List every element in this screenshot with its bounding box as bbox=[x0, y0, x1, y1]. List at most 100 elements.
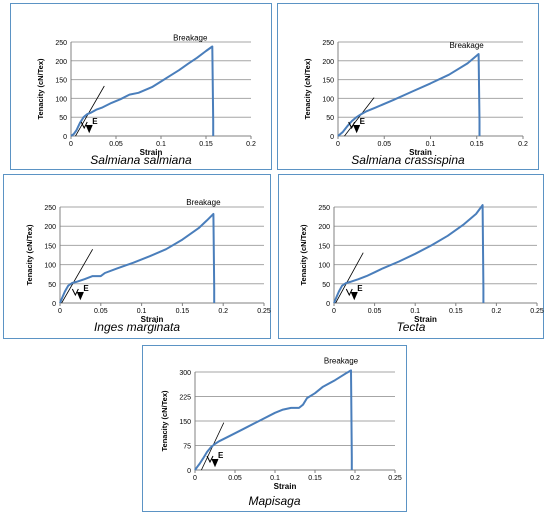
y-axis-title: Tenacity (cN/Tex) bbox=[160, 390, 169, 451]
x-tick-label: 0.05 bbox=[228, 475, 242, 482]
e-arrow bbox=[350, 291, 358, 301]
y-tick-label: 0 bbox=[187, 468, 191, 475]
x-tick-label: 0.15 bbox=[176, 308, 190, 315]
x-tick-label: 0.1 bbox=[410, 308, 420, 315]
e-marker-label: E bbox=[83, 284, 89, 293]
y-axis-title: Tenacity (cN/Tex) bbox=[299, 224, 308, 285]
x-tick-label: 0 bbox=[58, 308, 62, 315]
e-arrow bbox=[206, 455, 214, 464]
breakage-label: Breakage bbox=[324, 356, 359, 365]
y-tick-label: 50 bbox=[322, 282, 330, 289]
x-axis-title: Strain bbox=[141, 315, 164, 324]
x-tick-label: 0 bbox=[69, 141, 73, 148]
y-tick-label: 0 bbox=[330, 134, 334, 141]
y-tick-label: 100 bbox=[55, 96, 67, 103]
x-tick-label: 0.15 bbox=[449, 308, 463, 315]
e-arrow bbox=[85, 124, 93, 134]
x-axis-title: Strain bbox=[274, 482, 297, 491]
chart-caption: Inges marginata bbox=[93, 320, 181, 334]
y-tick-label: 0 bbox=[52, 301, 56, 308]
chart-inges-marginata: 0 50 100 150 200 250 0 0.05 0.1 0.15 0.2 0.25 Strain… bbox=[25, 198, 271, 324]
y-tick-label: 150 bbox=[318, 243, 330, 250]
chart-salmiana-crassispina: 0 50 100 150 200 250 0 0.05 0.1 0.15 0.2 Strain Tena… bbox=[303, 40, 528, 157]
x-tick-label: 0.2 bbox=[518, 141, 528, 148]
y-tick-label: 0 bbox=[63, 134, 67, 141]
y-tick-label: 150 bbox=[44, 243, 56, 250]
x-tick-label: 0.25 bbox=[257, 308, 271, 315]
y-tick-label: 250 bbox=[55, 40, 67, 47]
y-tick-label: 200 bbox=[318, 224, 330, 231]
e-marker-label: E bbox=[360, 117, 366, 126]
x-tick-label: 0.05 bbox=[377, 141, 391, 148]
e-arrow bbox=[345, 288, 353, 297]
data-line bbox=[194, 369, 353, 471]
e-arrow bbox=[76, 291, 84, 301]
x-tick-label: 0 bbox=[332, 308, 336, 315]
x-tick-label: 0.2 bbox=[492, 308, 502, 315]
x-tick-label: 0.05 bbox=[94, 308, 108, 315]
y-tick-label: 250 bbox=[318, 205, 330, 212]
y-tick-label: 200 bbox=[322, 59, 334, 66]
e-marker-label: E bbox=[92, 117, 98, 126]
chart-panel-salmiana-crassispina: 0 50 100 150 200 250 0 0.05 0.1 0.15 0.2 Strain Tena… bbox=[277, 3, 539, 170]
x-tick-label: 0.05 bbox=[368, 308, 382, 315]
x-tick-label: 0.1 bbox=[426, 141, 436, 148]
x-axis-title: Strain bbox=[409, 148, 432, 157]
chart-panel-inges-marginata: 0 50 100 150 200 250 0 0.05 0.1 0.15 0.2 0.25 Strain… bbox=[3, 174, 271, 339]
y-tick-label: 150 bbox=[179, 419, 191, 426]
chart-salmiana-salmiana: 0 50 100 150 200 250 0 0.05 0.1 0.15 0.2 Strain Tena… bbox=[36, 34, 256, 157]
tangent-line bbox=[61, 249, 93, 304]
x-tick-label: 0.15 bbox=[308, 475, 322, 482]
chart-caption: Tecta bbox=[396, 320, 426, 334]
y-tick-label: 75 bbox=[183, 444, 191, 451]
y-tick-label: 50 bbox=[48, 282, 56, 289]
x-tick-label: 0.2 bbox=[350, 475, 360, 482]
breakage-label: Breakage bbox=[449, 41, 484, 50]
y-tick-label: 250 bbox=[322, 40, 334, 47]
y-axis-title: Tenacity (cN/Tex) bbox=[25, 224, 34, 285]
y-tick-label: 100 bbox=[44, 263, 56, 270]
e-arrow bbox=[353, 124, 361, 134]
y-tick-label: 200 bbox=[55, 59, 67, 66]
y-tick-label: 50 bbox=[326, 115, 334, 122]
e-arrow bbox=[348, 121, 356, 130]
e-marker-label: E bbox=[357, 284, 363, 293]
x-tick-label: 0.25 bbox=[530, 308, 544, 315]
data-line bbox=[70, 45, 215, 137]
data-line bbox=[59, 212, 216, 304]
x-axis-title: Strain bbox=[140, 148, 163, 157]
y-tick-label: 250 bbox=[44, 205, 56, 212]
x-tick-label: 0 bbox=[193, 475, 197, 482]
chart-tecta: 0 50 100 150 200 250 0 0.05 0.1 0.15 0.2 0.25 Strain… bbox=[299, 204, 544, 324]
x-tick-label: 0.25 bbox=[388, 475, 402, 482]
chart-panel-mapisaga: 0 75 150 225 300 0 0.05 0.1 0.15 0.2 0.25 Strain Ten… bbox=[142, 345, 407, 512]
tangent-line bbox=[75, 85, 105, 137]
y-tick-label: 100 bbox=[318, 263, 330, 270]
e-arrow bbox=[80, 121, 88, 130]
x-tick-label: 0.15 bbox=[199, 141, 213, 148]
y-tick-label: 150 bbox=[55, 78, 67, 85]
breakage-label: Breakage bbox=[173, 34, 208, 43]
x-tick-label: 0.05 bbox=[109, 141, 123, 148]
tangent-line bbox=[344, 97, 375, 137]
y-tick-label: 300 bbox=[179, 370, 191, 377]
x-tick-label: 0.2 bbox=[218, 308, 228, 315]
chart-mapisaga: 0 75 150 225 300 0 0.05 0.1 0.15 0.2 0.25 Strain Ten… bbox=[160, 356, 402, 491]
y-axis-title: Tenacity (cN/Tex) bbox=[303, 58, 312, 119]
e-arrow bbox=[211, 458, 219, 468]
x-axis-title: Strain bbox=[414, 315, 437, 324]
x-tick-label: 0.15 bbox=[470, 141, 484, 148]
y-axis-title: Tenacity (cN/Tex) bbox=[36, 58, 45, 119]
breakage-label: Breakage bbox=[186, 198, 221, 207]
y-tick-label: 100 bbox=[322, 96, 334, 103]
y-tick-label: 150 bbox=[322, 78, 334, 85]
y-tick-label: 50 bbox=[59, 115, 67, 122]
chart-panel-salmiana-salmiana: 0 50 100 150 200 250 0 0.05 0.1 0.15 0.2 Strain Tena… bbox=[10, 3, 272, 170]
chart-caption: Salmiana salmiana bbox=[90, 153, 192, 167]
y-tick-label: 200 bbox=[44, 224, 56, 231]
tangent-line bbox=[335, 252, 364, 304]
e-arrow bbox=[71, 288, 79, 297]
x-tick-label: 0 bbox=[336, 141, 340, 148]
y-tick-label: 0 bbox=[326, 301, 330, 308]
y-tick-label: 225 bbox=[179, 395, 191, 402]
